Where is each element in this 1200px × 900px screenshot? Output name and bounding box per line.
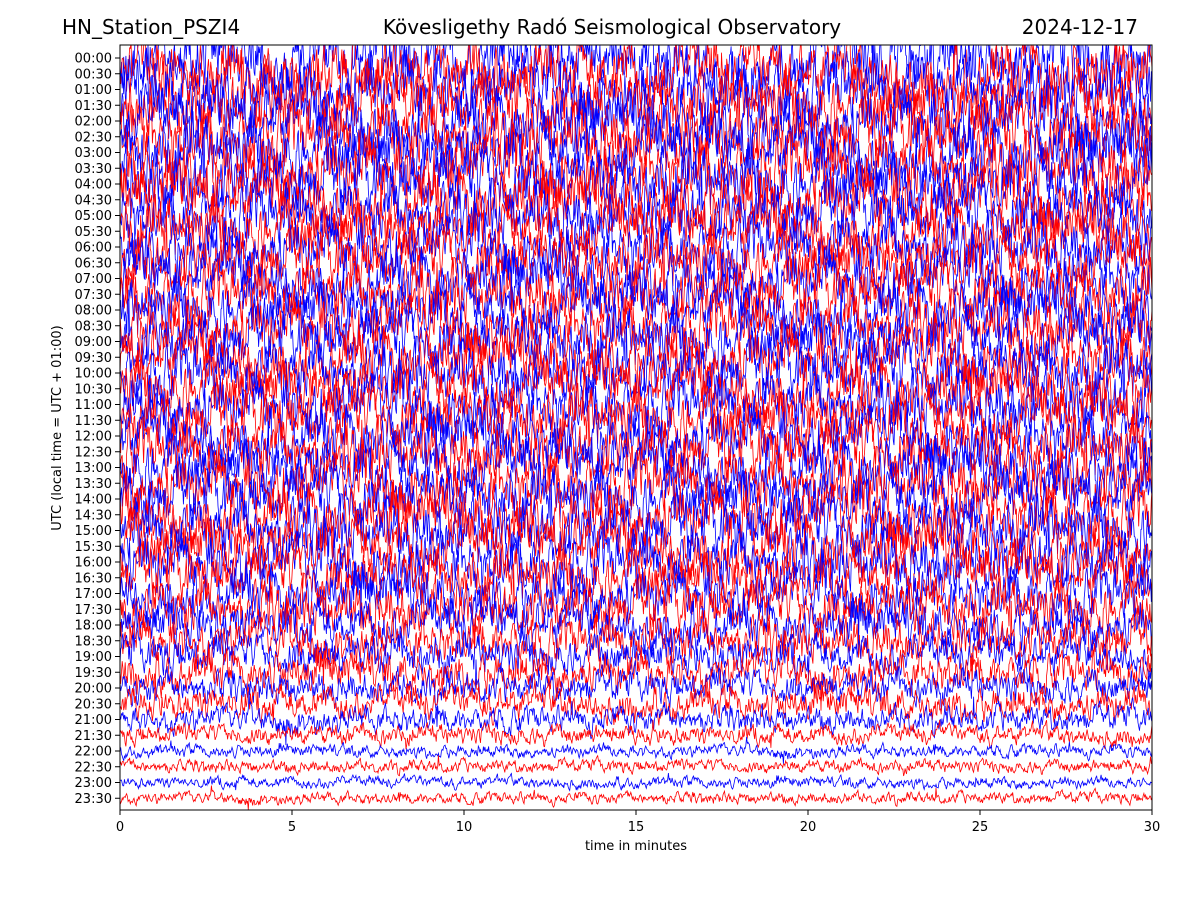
trace-1300 — [120, 420, 1152, 508]
trace-0730 — [120, 242, 1152, 339]
y-tick-label: 12:00 — [75, 430, 112, 445]
y-tick-label: 12:30 — [75, 445, 112, 460]
y-tick-label: 15:00 — [75, 524, 112, 539]
y-tick-label: 16:30 — [75, 571, 112, 586]
y-tick-label: 04:30 — [75, 193, 112, 208]
trace-1630 — [120, 533, 1152, 615]
y-tick-label: 00:30 — [75, 67, 112, 82]
y-tick-label: 06:00 — [75, 241, 112, 256]
y-tick-label: 09:00 — [75, 335, 112, 350]
x-tick-label: 0 — [116, 820, 124, 835]
y-tick-label: 00:00 — [75, 52, 112, 67]
trace-0630 — [120, 211, 1152, 306]
trace-2030 — [120, 677, 1152, 727]
y-tick-label: 08:30 — [75, 319, 112, 334]
observatory-title: Kövesligethy Radó Seismological Observat… — [382, 15, 842, 39]
y-tick-label: 21:30 — [75, 729, 112, 744]
y-tick-label: 03:00 — [75, 146, 112, 161]
y-tick-label: 07:30 — [75, 288, 112, 303]
x-axis-label: time in minutes — [585, 839, 687, 854]
y-tick-label: 14:30 — [75, 508, 112, 523]
trace-1930 — [120, 629, 1152, 711]
trace-0400 — [120, 126, 1152, 231]
y-tick-label: 09:30 — [75, 351, 112, 366]
y-tick-label: 18:00 — [75, 619, 112, 634]
y-tick-label: 20:00 — [75, 682, 112, 697]
y-tick-label: 15:30 — [75, 540, 112, 555]
y-tick-label: 23:30 — [75, 792, 112, 807]
y-tick-label: 22:30 — [75, 760, 112, 775]
trace-2300 — [120, 772, 1152, 792]
trace-1800 — [120, 588, 1152, 657]
trace-0330 — [120, 97, 1152, 233]
trace-2230 — [120, 754, 1152, 777]
trace-1900 — [120, 623, 1152, 685]
trace-2200 — [120, 736, 1152, 764]
trace-0600 — [120, 183, 1152, 305]
x-tick-label: 25 — [972, 820, 989, 835]
y-tick-label: 14:00 — [75, 493, 112, 508]
y-tick-label: 20:30 — [75, 697, 112, 712]
trace-1700 — [120, 536, 1152, 645]
y-axis-ticks: 00:0000:3001:0001:3002:0002:3003:0003:30… — [75, 52, 120, 807]
y-tick-label: 21:00 — [75, 713, 112, 728]
y-tick-label: 23:00 — [75, 776, 112, 791]
y-tick-label: 10:30 — [75, 382, 112, 397]
y-tick-label: 13:00 — [75, 461, 112, 476]
y-tick-label: 01:30 — [75, 99, 112, 114]
y-tick-label: 02:00 — [75, 115, 112, 130]
trace-0100 — [120, 45, 1152, 154]
trace-2330 — [120, 785, 1152, 810]
seismogram-traces — [120, 45, 1152, 810]
y-tick-label: 10:00 — [75, 367, 112, 382]
trace-0230 — [120, 79, 1152, 186]
y-tick-label: 13:30 — [75, 477, 112, 492]
trace-0830 — [120, 262, 1152, 384]
x-tick-label: 20 — [800, 820, 817, 835]
y-tick-label: 08:00 — [75, 304, 112, 319]
y-tick-label: 05:00 — [75, 209, 112, 224]
y-tick-label: 17:30 — [75, 603, 112, 618]
station-title: HN_Station_PSZI4 — [62, 15, 241, 39]
x-tick-label: 5 — [288, 820, 296, 835]
trace-0530 — [120, 184, 1152, 274]
x-tick-label: 15 — [628, 820, 645, 835]
x-axis-ticks: 0 5 10 15 20 25 30 — [116, 810, 1160, 835]
y-tick-label: 19:00 — [75, 650, 112, 665]
trace-2130 — [120, 719, 1152, 750]
y-tick-label: 18:30 — [75, 634, 112, 649]
y-tick-label: 05:30 — [75, 225, 112, 240]
trace-0030 — [120, 45, 1152, 119]
y-tick-label: 06:30 — [75, 256, 112, 271]
date-title: 2024-12-17 — [1021, 15, 1138, 39]
y-tick-label: 16:00 — [75, 556, 112, 571]
trace-2100 — [120, 691, 1152, 746]
trace-1230 — [120, 400, 1152, 496]
x-tick-label: 30 — [1144, 820, 1161, 835]
y-tick-label: 17:00 — [75, 587, 112, 602]
y-tick-label: 03:30 — [75, 162, 112, 177]
y-tick-label: 07:00 — [75, 272, 112, 287]
y-tick-label: 19:30 — [75, 666, 112, 681]
x-tick-label: 10 — [456, 820, 473, 835]
trace-1130 — [120, 370, 1152, 463]
y-tick-label: 02:30 — [75, 130, 112, 145]
y-tick-label: 22:00 — [75, 745, 112, 760]
y-tick-label: 11:30 — [75, 414, 112, 429]
trace-2000 — [120, 659, 1152, 712]
y-tick-label: 04:00 — [75, 178, 112, 193]
trace-0800 — [120, 262, 1152, 351]
y-tick-label: 11:00 — [75, 398, 112, 413]
trace-0500 — [120, 164, 1152, 260]
y-axis-label: UTC (local time = UTC + 01:00) — [50, 325, 65, 530]
y-tick-label: 01:00 — [75, 83, 112, 98]
trace-1400 — [120, 449, 1152, 541]
